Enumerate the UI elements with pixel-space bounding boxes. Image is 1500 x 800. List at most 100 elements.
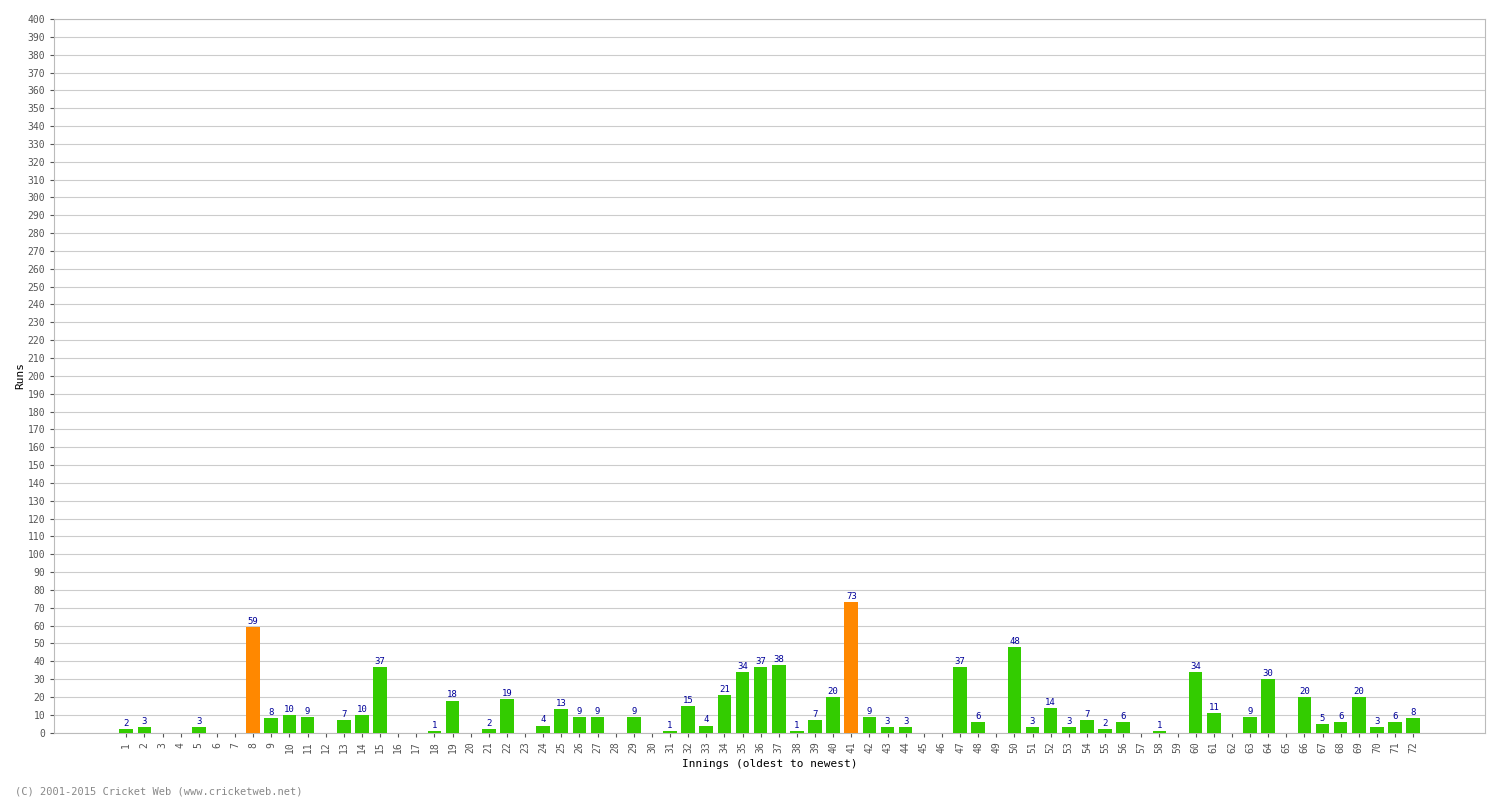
Text: 13: 13 [556, 699, 567, 709]
Text: 30: 30 [1263, 669, 1274, 678]
Text: 9: 9 [596, 706, 600, 715]
Text: 73: 73 [846, 592, 856, 602]
Bar [427, 731, 441, 733]
Text: 21: 21 [718, 685, 730, 694]
Text: 3: 3 [903, 718, 909, 726]
Text: 7: 7 [340, 710, 346, 719]
Text: 10: 10 [284, 705, 296, 714]
Text: 6: 6 [1120, 712, 1126, 721]
Bar [862, 717, 876, 733]
Text: 1: 1 [432, 721, 436, 730]
Text: 3: 3 [141, 718, 147, 726]
Bar [772, 665, 786, 733]
Text: (C) 2001-2015 Cricket Web (www.cricketweb.net): (C) 2001-2015 Cricket Web (www.cricketwe… [15, 786, 303, 796]
Text: 10: 10 [357, 705, 368, 714]
Bar [1208, 713, 1221, 733]
Bar [446, 701, 459, 733]
Text: 4: 4 [704, 715, 710, 725]
Text: 15: 15 [682, 696, 693, 705]
Bar [1080, 720, 1094, 733]
Text: 1: 1 [1156, 721, 1162, 730]
Text: 2: 2 [123, 719, 129, 728]
Bar [790, 731, 804, 733]
Text: 9: 9 [304, 706, 310, 715]
Text: 18: 18 [447, 690, 458, 699]
Bar [138, 727, 152, 733]
Bar [717, 695, 730, 733]
Bar [952, 666, 968, 733]
Bar [246, 627, 259, 733]
Bar [1389, 722, 1402, 733]
Text: 3: 3 [1066, 718, 1071, 726]
Bar [735, 672, 750, 733]
Text: 37: 37 [756, 657, 766, 666]
Bar [1244, 717, 1257, 733]
Bar [374, 666, 387, 733]
Text: 1: 1 [668, 721, 672, 730]
Bar [1334, 722, 1347, 733]
Text: 48: 48 [1010, 637, 1020, 646]
Bar [627, 717, 640, 733]
Bar [1098, 729, 1112, 733]
Text: 34: 34 [1191, 662, 1202, 671]
Bar [1062, 727, 1076, 733]
Text: 9: 9 [632, 706, 636, 715]
Bar [282, 715, 296, 733]
Text: 7: 7 [813, 710, 818, 719]
Bar [1190, 672, 1203, 733]
Bar [1008, 647, 1022, 733]
Text: 20: 20 [828, 687, 839, 696]
Text: 9: 9 [1248, 706, 1252, 715]
Text: 7: 7 [1084, 710, 1089, 719]
Bar [537, 726, 550, 733]
Bar [1152, 731, 1166, 733]
Text: 3: 3 [1374, 718, 1380, 726]
Bar [1026, 727, 1039, 733]
Text: 8: 8 [1410, 708, 1416, 718]
Bar [1352, 697, 1365, 733]
Text: 34: 34 [736, 662, 748, 671]
Bar [1262, 679, 1275, 733]
Text: 37: 37 [954, 657, 966, 666]
Bar [573, 717, 586, 733]
Bar [500, 698, 513, 733]
Bar [880, 727, 894, 733]
Bar [844, 602, 858, 733]
Text: 20: 20 [1353, 687, 1364, 696]
Bar [754, 666, 768, 733]
Bar [663, 731, 676, 733]
Bar [1370, 727, 1383, 733]
Text: 20: 20 [1299, 687, 1310, 696]
Text: 2: 2 [486, 719, 492, 728]
Bar [699, 726, 712, 733]
Y-axis label: Runs: Runs [15, 362, 26, 390]
Bar [356, 715, 369, 733]
Text: 38: 38 [774, 654, 784, 664]
Bar [1044, 708, 1058, 733]
Bar [120, 729, 134, 733]
Bar [1116, 722, 1130, 733]
Bar [898, 727, 912, 733]
Text: 2: 2 [1102, 719, 1107, 728]
Bar [264, 718, 278, 733]
Bar [482, 729, 495, 733]
Text: 8: 8 [268, 708, 274, 718]
Bar [591, 717, 604, 733]
Bar [808, 720, 822, 733]
Bar [1316, 724, 1329, 733]
Text: 6: 6 [975, 712, 981, 721]
Text: 14: 14 [1046, 698, 1056, 706]
Bar [1298, 697, 1311, 733]
Text: 9: 9 [576, 706, 582, 715]
Text: 3: 3 [1030, 718, 1035, 726]
Text: 59: 59 [248, 618, 258, 626]
Bar [192, 727, 206, 733]
Text: 6: 6 [1338, 712, 1344, 721]
Text: 4: 4 [540, 715, 546, 725]
X-axis label: Innings (oldest to newest): Innings (oldest to newest) [682, 759, 858, 769]
Text: 19: 19 [501, 689, 513, 698]
Bar [555, 710, 568, 733]
Text: 1: 1 [794, 721, 800, 730]
Bar [338, 720, 351, 733]
Bar [300, 717, 315, 733]
